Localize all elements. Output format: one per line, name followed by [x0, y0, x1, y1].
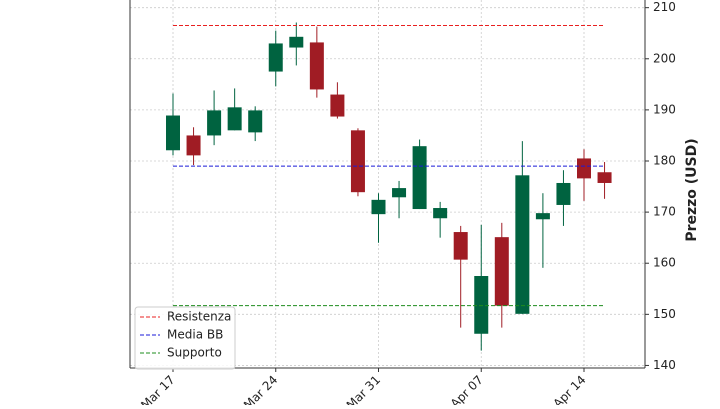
candle-body	[227, 107, 242, 131]
candle-body	[535, 213, 550, 220]
candle-body	[371, 199, 386, 215]
candle-body	[433, 208, 448, 219]
y-tick-label: 200	[653, 51, 676, 65]
candle-body	[309, 42, 324, 90]
candle-body	[453, 232, 468, 260]
y-tick-label: 190	[653, 102, 676, 116]
x-tick-label: Apr 14	[551, 373, 589, 405]
x-tick-label: Mar 24	[241, 373, 280, 405]
legend-label: Media BB	[167, 328, 223, 342]
candle-body	[289, 36, 304, 48]
y-axis-label: Prezzo (USD)	[684, 138, 700, 241]
candle-body	[330, 94, 345, 117]
candle-body	[166, 115, 180, 151]
candle-body	[556, 182, 571, 205]
candle-body	[186, 135, 201, 156]
candle-body	[350, 130, 365, 193]
y-tick-label: 210	[653, 0, 676, 14]
y-tick-label: 180	[653, 154, 676, 168]
candle-body	[597, 172, 612, 183]
candle-body	[207, 110, 222, 136]
candle-body	[412, 146, 427, 210]
candle-body	[494, 237, 509, 306]
y-tick-label: 150	[653, 307, 676, 321]
y-tick-label: 170	[653, 205, 676, 219]
x-tick-label: Mar 31	[344, 373, 383, 405]
candle-body	[515, 175, 530, 314]
x-tick-label: Apr 07	[448, 373, 486, 405]
x-tick-label: Mar 17	[138, 373, 177, 405]
candle-body	[577, 158, 591, 179]
candle-body	[268, 43, 283, 72]
y-tick-label: 140	[653, 358, 676, 372]
candle-body	[474, 276, 489, 334]
legend-label: Supporto	[167, 346, 222, 360]
y-tick-label: 160	[653, 256, 676, 270]
candle-body	[248, 110, 263, 133]
candle-body	[392, 188, 407, 198]
legend-label: Resistenza	[167, 310, 231, 324]
